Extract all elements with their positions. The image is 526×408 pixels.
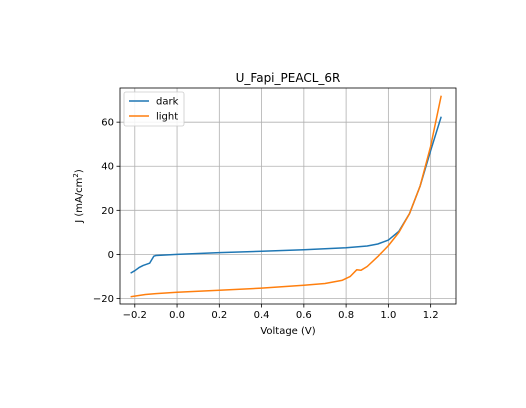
y-tick-label: 0 [108,250,114,261]
y-ticks: −20 0 20 40 60 [93,118,120,305]
x-tick-label: 0.4 [254,310,270,321]
x-tick-label: 0.2 [211,310,227,321]
y-axis-label: J (mA/cm2) [72,169,85,224]
x-tick-label: 0.6 [296,310,312,321]
y-tick-label: 40 [101,162,114,173]
x-tick-label: 0.0 [169,310,185,321]
chart-title: U_Fapi_PEACL_6R [236,71,341,85]
legend-label-dark: dark [156,97,179,108]
x-axis-label: Voltage (V) [260,326,315,337]
y-tick-label: −20 [93,294,114,305]
x-tick-label: 0.8 [338,310,354,321]
legend-label-light: light [156,112,178,123]
legend: dark light [124,92,184,126]
x-tick-label: 1.2 [423,310,439,321]
x-tick-label: 1.0 [380,310,396,321]
x-ticks: −0.2 0.0 0.2 0.4 0.6 0.8 1.0 1.2 [123,304,439,321]
y-tick-label: 20 [101,206,114,217]
y-tick-label: 60 [101,118,114,129]
x-tick-label: −0.2 [123,310,147,321]
